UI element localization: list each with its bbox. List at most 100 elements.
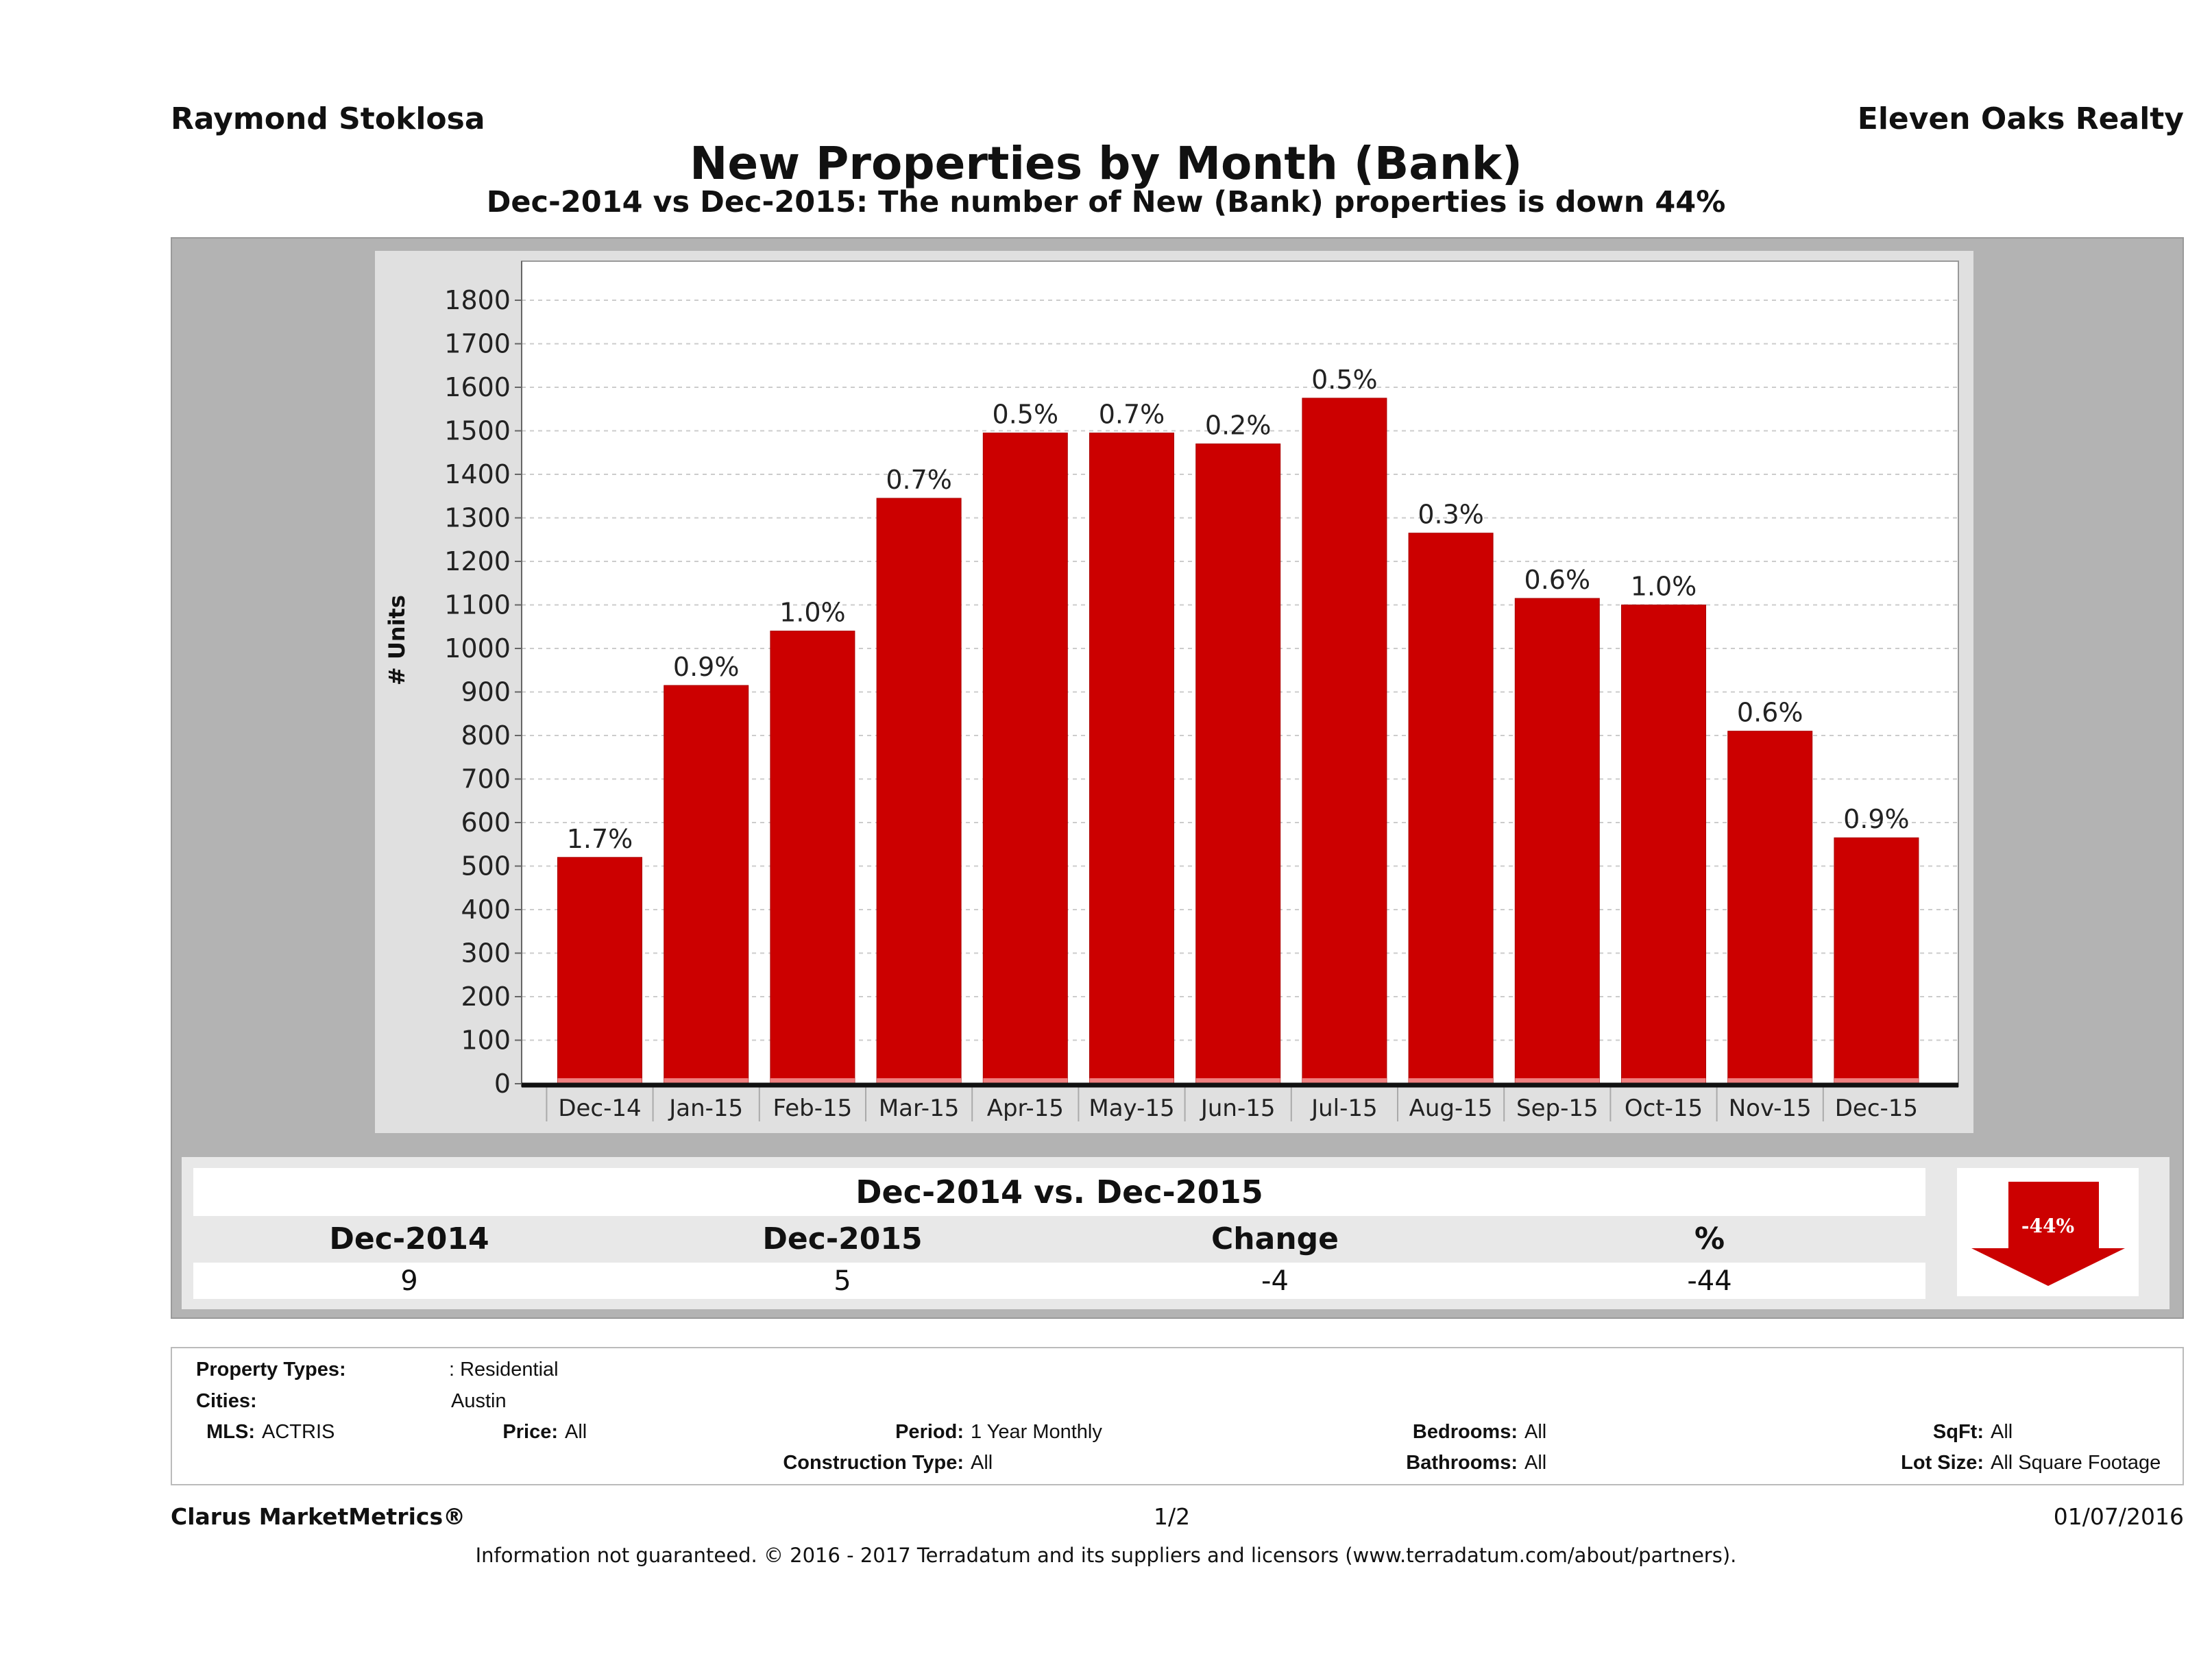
- price-label: Price:: [502, 1421, 558, 1443]
- header-dec-2014: Dec-2014: [329, 1221, 489, 1256]
- value-percent: -44: [1687, 1265, 1732, 1297]
- bar-base: [1727, 1078, 1812, 1084]
- x-tick-label: Jan-15: [668, 1095, 743, 1122]
- y-tick-label: 1500: [444, 416, 511, 446]
- report-date: 01/07/2016: [2053, 1503, 2184, 1530]
- bar: [876, 498, 962, 1084]
- bar: [1621, 605, 1706, 1084]
- sqft-label: SqFt:: [1932, 1421, 1984, 1443]
- bar-base: [1409, 1078, 1494, 1084]
- bar-data-label: 0.5%: [1311, 365, 1378, 395]
- y-tick-label: 800: [461, 720, 511, 751]
- chart-title: New Properties by Month (Bank): [690, 137, 1522, 190]
- office-name: Eleven Oaks Realty: [1857, 101, 2184, 136]
- bar-data-label: 1.0%: [779, 598, 846, 628]
- x-tick-label: Sep-15: [1516, 1095, 1599, 1122]
- chart-subtitle: Dec-2014 vs Dec-2015: The number of New …: [486, 185, 1726, 219]
- down-arrow-icon: [1971, 1182, 2125, 1286]
- property-types-label: Property Types:: [196, 1359, 346, 1381]
- bar: [1302, 398, 1387, 1084]
- agent-name: Raymond Stoklosa: [171, 101, 485, 136]
- price-value: All: [565, 1421, 587, 1443]
- x-tick-label: Nov-15: [1729, 1095, 1812, 1122]
- header-change: Change: [1211, 1221, 1339, 1256]
- comparison-values-row: [193, 1263, 1925, 1299]
- bar: [1408, 533, 1494, 1084]
- value-change: -4: [1261, 1265, 1289, 1297]
- bar-data-label: 0.6%: [1524, 565, 1591, 595]
- y-tick-label: 1100: [444, 590, 511, 620]
- y-tick-label: 1800: [444, 285, 511, 315]
- bar: [1195, 443, 1281, 1084]
- bathrooms-label: Bathrooms:: [1406, 1452, 1518, 1474]
- y-tick-label: 1600: [444, 372, 511, 402]
- bar-data-label: 0.5%: [993, 400, 1059, 430]
- bar-data-label: 0.6%: [1737, 698, 1803, 728]
- x-tick-label: Jun-15: [1200, 1095, 1276, 1122]
- bar-base: [877, 1078, 962, 1084]
- change-badge: -44%: [1957, 1168, 2139, 1296]
- bar-base: [1515, 1078, 1600, 1084]
- change-badge-text: -44%: [2021, 1215, 2075, 1237]
- x-tick-label: Mar-15: [879, 1095, 960, 1122]
- mls-value: ACTRIS: [262, 1421, 335, 1443]
- y-tick-label: 200: [461, 982, 511, 1012]
- sqft-value: All: [1991, 1421, 2013, 1443]
- bar-base: [1621, 1078, 1706, 1084]
- lot-size-label: Lot Size:: [1901, 1452, 1984, 1474]
- bar-data-label: 0.2%: [1205, 411, 1272, 441]
- bar-base: [664, 1078, 749, 1084]
- bar-data-label: 0.9%: [673, 652, 740, 682]
- y-tick-label: 300: [461, 938, 511, 969]
- construction-type-value: All: [971, 1452, 993, 1474]
- bar: [982, 433, 1068, 1084]
- y-tick-label: 900: [461, 677, 511, 707]
- bar-base: [1195, 1078, 1280, 1084]
- y-tick-label: 700: [461, 764, 511, 794]
- y-tick-label: 0: [494, 1069, 511, 1099]
- x-tick-label: Jul-15: [1310, 1095, 1378, 1122]
- header-percent: %: [1694, 1221, 1725, 1256]
- period-value: 1 Year Monthly: [971, 1421, 1102, 1443]
- period-label: Period:: [895, 1421, 964, 1443]
- y-tick-label: 1200: [444, 546, 511, 576]
- x-tick-label: May-15: [1089, 1095, 1174, 1122]
- bar: [557, 857, 642, 1084]
- bar-data-label: 1.7%: [567, 824, 633, 854]
- y-tick-label: 1000: [444, 633, 511, 664]
- disclaimer: Information not guaranteed. © 2016 - 201…: [475, 1544, 1737, 1567]
- cities-value: Austin: [451, 1390, 507, 1412]
- bar-base: [770, 1078, 855, 1084]
- y-tick-label: 100: [461, 1025, 511, 1056]
- bar: [770, 631, 855, 1084]
- bar-chart: 0 100 200 300 400 500 600 700 800 900 1000 1100 1200…: [444, 260, 1959, 1122]
- comparison-title-row: [193, 1168, 1925, 1216]
- y-tick-label: 1400: [444, 459, 511, 489]
- bar-data-label: 0.7%: [886, 465, 952, 495]
- bar: [664, 685, 749, 1084]
- x-tick-label: Oct-15: [1625, 1095, 1703, 1122]
- bar-base: [557, 1078, 642, 1084]
- x-tick-label: Aug-15: [1409, 1095, 1493, 1122]
- bar: [1834, 837, 1919, 1084]
- value-dec-2015: 5: [834, 1265, 851, 1297]
- y-tick-label: 1300: [444, 503, 511, 533]
- x-tick-label: Apr-15: [987, 1095, 1064, 1122]
- property-types-value: : Residential: [449, 1359, 559, 1381]
- bar: [1514, 598, 1600, 1084]
- y-tick-label: 500: [461, 851, 511, 881]
- bathrooms-value: All: [1524, 1452, 1547, 1474]
- bar-base: [1834, 1078, 1919, 1084]
- comparison-title: Dec-2014 vs. Dec-2015: [855, 1174, 1263, 1211]
- y-tick-label: 600: [461, 807, 511, 838]
- bar-data-label: 1.0%: [1631, 572, 1697, 602]
- bar-base: [983, 1078, 1068, 1084]
- header-dec-2015: Dec-2015: [762, 1221, 923, 1256]
- y-axis-label: # Units: [384, 594, 410, 685]
- brand: Clarus MarketMetrics®: [171, 1503, 466, 1530]
- bar-data-label: 0.7%: [1099, 400, 1165, 430]
- bar-base: [1089, 1078, 1174, 1084]
- x-tick-label: Dec-14: [558, 1095, 641, 1122]
- x-tick-label: Dec-15: [1835, 1095, 1918, 1122]
- page-number: 1/2: [1154, 1503, 1191, 1530]
